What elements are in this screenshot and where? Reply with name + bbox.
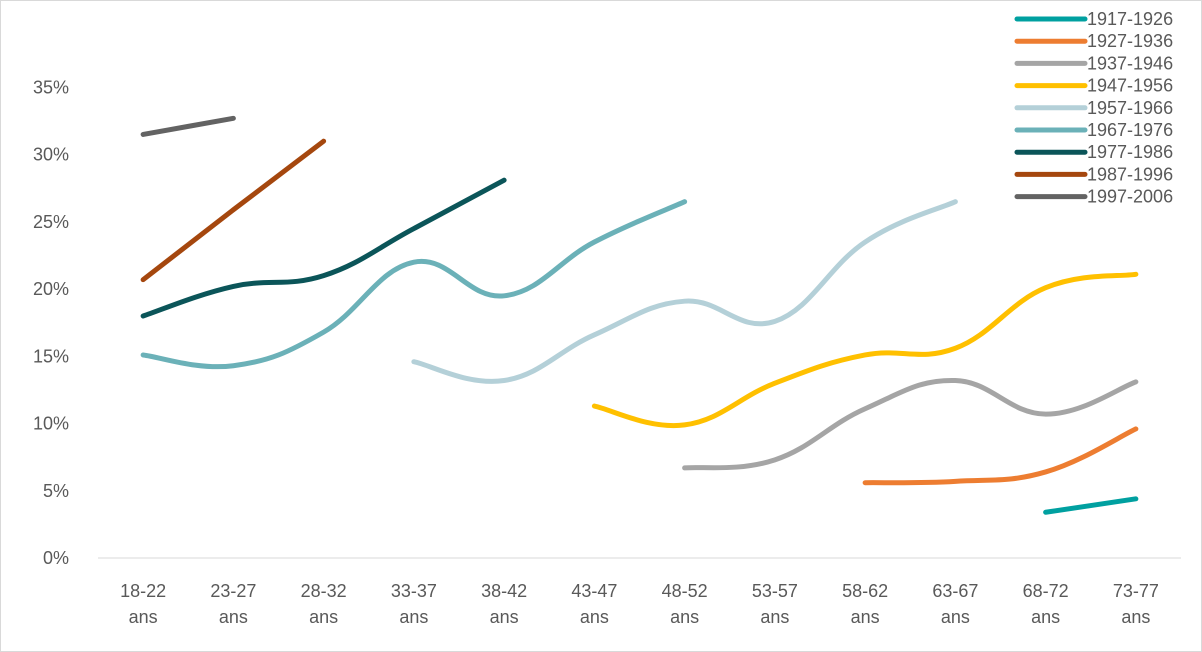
- x-tick-label: ans: [399, 607, 428, 627]
- y-axis-tick-labels: 0% 5% 10% 15% 20% 25% 30% 35%: [33, 77, 69, 568]
- legend-label: 1917-1926: [1087, 9, 1173, 29]
- x-tick-label: ans: [219, 607, 248, 627]
- series-line-1977-1986: [140, 177, 507, 319]
- x-tick-label: 68-72: [1023, 581, 1069, 601]
- y-tick-label: 15%: [33, 346, 69, 366]
- x-tick-label: ans: [760, 607, 789, 627]
- x-tick-label: 53-57: [752, 581, 798, 601]
- y-tick-label: 30%: [33, 145, 69, 165]
- x-tick-label: 63-67: [932, 581, 978, 601]
- series-line-1987-1996: [140, 138, 327, 283]
- series-line-1927-1936: [862, 426, 1139, 486]
- y-tick-label: 10%: [33, 414, 69, 434]
- legend-label: 1937-1946: [1087, 53, 1173, 73]
- x-axis-tick-labels: 18-22 ans 23-27 ans 28-32 ans 33-37 ans 38-42 ans…: [120, 581, 1159, 627]
- x-tick-label: 18-22: [120, 581, 166, 601]
- legend-label: 1957-1966: [1087, 98, 1173, 118]
- legend-label: 1997-2006: [1087, 187, 1173, 207]
- series-line-1917-1926: [1043, 496, 1139, 515]
- x-tick-label: ans: [851, 607, 880, 627]
- series-line-1937-1946: [682, 378, 1139, 471]
- series-line-1947-1956: [591, 271, 1139, 429]
- x-tick-label: 73-77: [1113, 581, 1159, 601]
- x-tick-label: 58-62: [842, 581, 888, 601]
- legend-label: 1947-1956: [1087, 76, 1173, 96]
- y-tick-label: 0%: [43, 548, 69, 568]
- legend-label: 1987-1996: [1087, 164, 1173, 184]
- y-tick-label: 20%: [33, 279, 69, 299]
- x-tick-label: 43-47: [571, 581, 617, 601]
- x-tick-label: ans: [580, 607, 609, 627]
- series-line-1957-1966: [411, 199, 958, 384]
- x-tick-label: ans: [1121, 607, 1150, 627]
- legend-label: 1967-1976: [1087, 120, 1173, 140]
- x-tick-label: ans: [670, 607, 699, 627]
- x-tick-label: ans: [941, 607, 970, 627]
- x-tick-label: ans: [309, 607, 338, 627]
- series-line-1967-1976: [140, 199, 688, 370]
- x-tick-label: ans: [129, 607, 158, 627]
- legend-label: 1977-1986: [1087, 142, 1173, 162]
- x-tick-label: 38-42: [481, 581, 527, 601]
- x-tick-label: 28-32: [301, 581, 347, 601]
- legend-label: 1927-1936: [1087, 31, 1173, 51]
- y-tick-label: 25%: [33, 212, 69, 232]
- x-tick-label: ans: [490, 607, 519, 627]
- x-tick-label: 23-27: [210, 581, 256, 601]
- series-lines: [140, 115, 1139, 515]
- y-tick-label: 35%: [33, 77, 69, 97]
- series-line-1997-2006: [140, 115, 236, 137]
- x-tick-label: 33-37: [391, 581, 437, 601]
- x-tick-label: ans: [1031, 607, 1060, 627]
- x-tick-label: 48-52: [662, 581, 708, 601]
- y-tick-label: 5%: [43, 481, 69, 501]
